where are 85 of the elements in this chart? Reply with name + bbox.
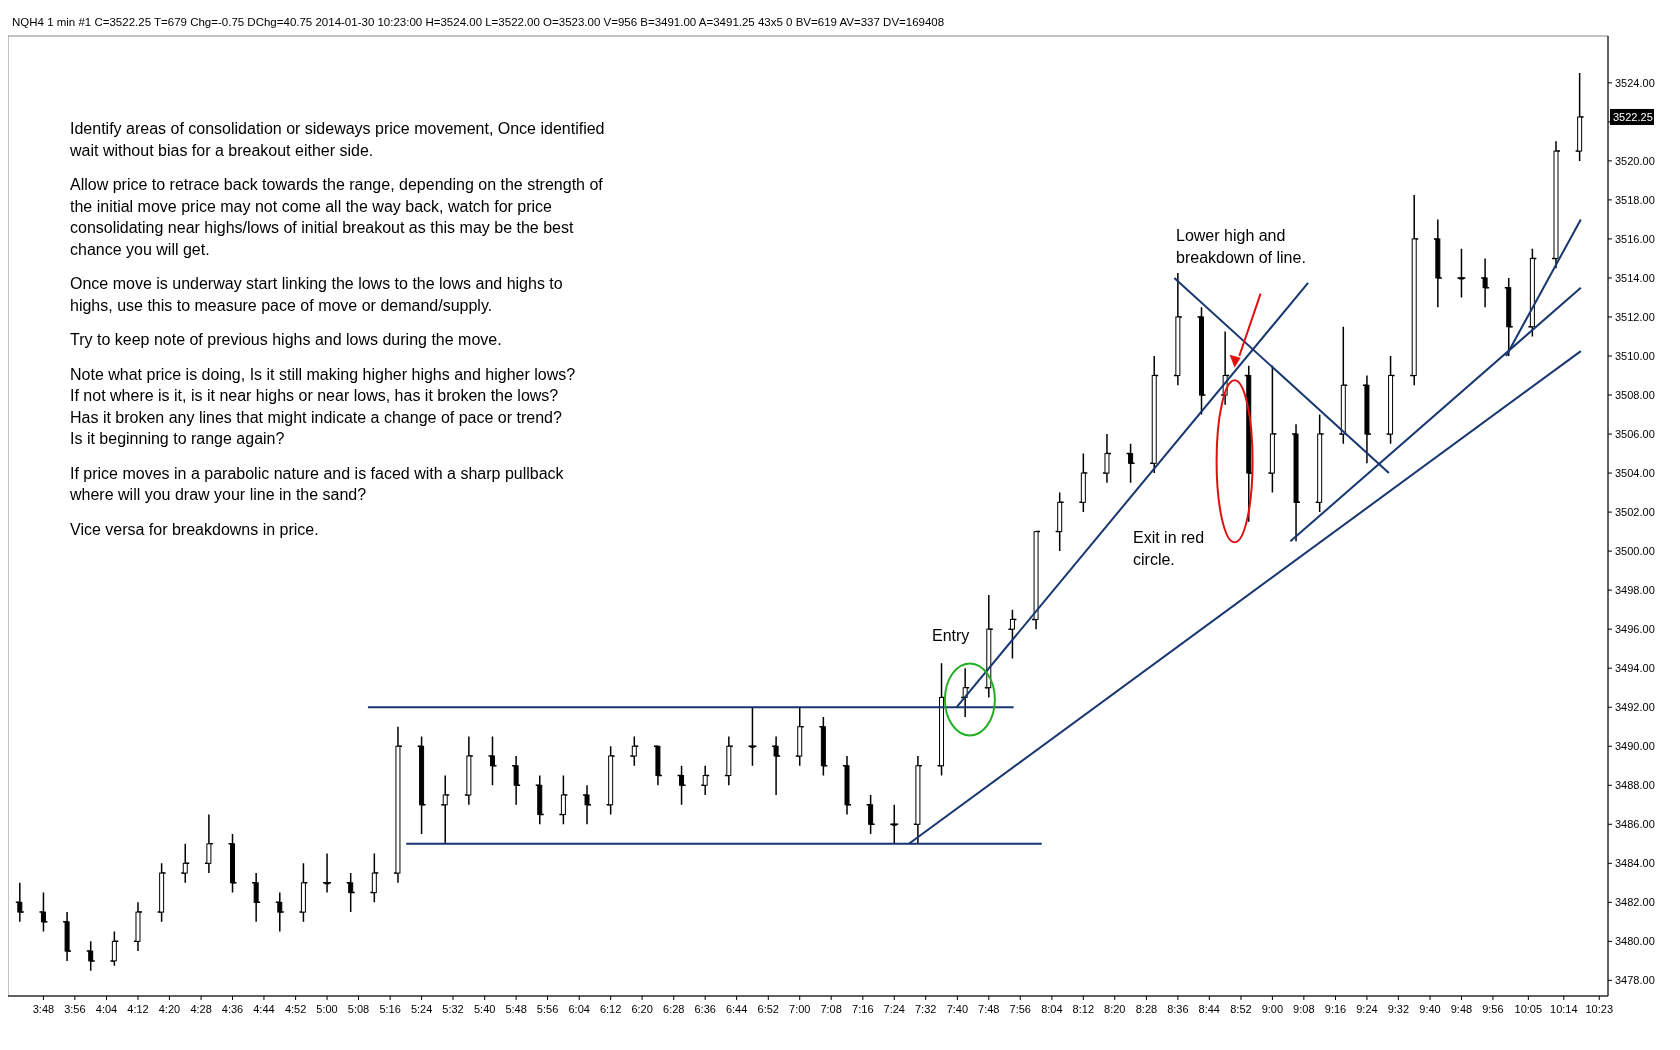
x-tick-label: 6:52 bbox=[757, 1003, 780, 1015]
x-tick-label: 5:48 bbox=[505, 1003, 527, 1015]
y-tick-label: 3500.00 bbox=[1615, 545, 1655, 558]
y-tick-label: 3520.00 bbox=[1615, 154, 1655, 167]
x-tick-label: 7:08 bbox=[820, 1003, 842, 1015]
x-tick-label: 4:28 bbox=[190, 1003, 212, 1015]
x-tick-label: 9:24 bbox=[1356, 1003, 1378, 1015]
y-tick-label: 3484.00 bbox=[1615, 857, 1655, 870]
x-tick-label: 9:32 bbox=[1387, 1003, 1410, 1015]
x-tick-label: 4:20 bbox=[158, 1003, 181, 1015]
x-tick-label: 3:48 bbox=[32, 1003, 55, 1015]
y-tick-label: 3514.00 bbox=[1615, 271, 1655, 284]
x-tick-label: 5:32 bbox=[442, 1003, 464, 1015]
annotation: Allow price to retrace back towards the range, depending on the strength of the initial move price may not come all the way back, watch for price consolidating near highs/lows of initial breakout as this may be the best chance you will get. bbox=[70, 176, 604, 258]
x-tick-label: 7:24 bbox=[883, 1003, 905, 1015]
annotation: Exit in red circle. bbox=[1133, 529, 1205, 568]
x-tick-label: 8:12 bbox=[1072, 1003, 1095, 1015]
x-tick-label: 9:40 bbox=[1419, 1003, 1441, 1015]
y-tick-label: 3510.00 bbox=[1615, 350, 1655, 362]
annotation: Vice versa for breakdowns in price. bbox=[70, 520, 319, 538]
x-tick-label: 6:12 bbox=[599, 1003, 622, 1015]
x-tick-label: 9:16 bbox=[1324, 1003, 1347, 1015]
y-tick-label: 3498.00 bbox=[1615, 584, 1655, 597]
y-tick-label: 3516.00 bbox=[1615, 232, 1655, 245]
y-tick-label: 3494.00 bbox=[1615, 662, 1655, 675]
x-tick-label: 5:16 bbox=[379, 1003, 401, 1015]
x-tick-label: 6:28 bbox=[663, 1003, 685, 1015]
x-tick-label: 6:20 bbox=[631, 1003, 653, 1015]
x-tick-label: 8:36 bbox=[1167, 1003, 1189, 1015]
x-tick-label: 9:00 bbox=[1261, 1003, 1284, 1015]
y-tick-label: 3508.00 bbox=[1615, 389, 1655, 402]
x-tick-label: 5:24 bbox=[410, 1003, 433, 1015]
x-tick-label: 5:40 bbox=[473, 1003, 496, 1015]
x-tick-label: 4:44 bbox=[253, 1003, 275, 1015]
x-tick-label: 5:00 bbox=[316, 1003, 338, 1015]
x-tick-label: 5:56 bbox=[536, 1003, 559, 1015]
annotation: Once move is underway start linking the lows to the lows and highs to highs, use this to measure pace of move or demand/supply. bbox=[70, 275, 563, 314]
x-tick-label: 7:00 bbox=[789, 1003, 811, 1015]
x-tick-label: 8:44 bbox=[1198, 1003, 1221, 1015]
x-tick-label: 4:04 bbox=[95, 1003, 118, 1015]
y-tick-label: 3482.00 bbox=[1615, 896, 1655, 909]
y-tick-label: 3496.00 bbox=[1615, 623, 1655, 636]
y-tick-label: 3478.00 bbox=[1615, 974, 1655, 987]
chart-subtitle: NQH4 1 min #1 C=3522.25 T=679 Chg=-0.75 DChg=40.75 2014-01-30 10:23:00 H=3524.00 L=3522.00 O=3523.00 V=956 B=3491.00 A=3491.25 43x5 0 BV=619 AV=337 DV=169408 bbox=[12, 16, 945, 28]
annotation: If price moves in a parabolic nature and is faced with a sharp pullback where will you draw your line in the sand? bbox=[69, 464, 565, 503]
y-tick-label: 3490.00 bbox=[1615, 740, 1655, 753]
x-tick-label: 8:04 bbox=[1041, 1003, 1063, 1015]
y-tick-label: 3506.00 bbox=[1615, 428, 1655, 441]
x-tick-label: 9:56 bbox=[1482, 1003, 1504, 1015]
x-tick-label: 4:36 bbox=[221, 1003, 244, 1015]
y-tick-label: 3480.00 bbox=[1615, 935, 1655, 948]
annotation: Note what price is doing, Is it still making higher highs and higher lows? If not where is it, is it near highs or near lows, has it broken the lows? Has it broken any lines that might indicate a change of pace or trend? Is it beginning to range again? bbox=[70, 365, 576, 447]
x-tick-label: 7:56 bbox=[1009, 1003, 1031, 1015]
y-tick-label: 3492.00 bbox=[1615, 701, 1655, 714]
x-tick-label: 8:20 bbox=[1104, 1003, 1126, 1015]
x-tick-label: 5:08 bbox=[347, 1003, 370, 1015]
x-tick-label: 6:04 bbox=[568, 1003, 590, 1015]
x-tick-label: 10:14 bbox=[1550, 1003, 1578, 1015]
x-tick-label: 7:40 bbox=[946, 1003, 969, 1015]
annotation: Entry bbox=[932, 627, 970, 644]
y-tick-label: 3488.00 bbox=[1615, 779, 1655, 792]
x-tick-label: 4:12 bbox=[127, 1003, 149, 1015]
y-tick-label: 3486.00 bbox=[1615, 818, 1655, 831]
annotation: 3522.25 bbox=[1613, 110, 1653, 123]
x-tick-label: 10:05 bbox=[1514, 1003, 1543, 1015]
x-tick-label: 10:23 bbox=[1585, 1003, 1614, 1015]
x-tick-label: 7:48 bbox=[978, 1003, 1000, 1015]
y-tick-label: 3502.00 bbox=[1615, 506, 1655, 519]
x-tick-label: 8:52 bbox=[1230, 1003, 1252, 1015]
x-tick-label: 7:16 bbox=[852, 1003, 874, 1015]
annotation: Lower high and breakdown of line. bbox=[1176, 227, 1306, 266]
x-tick-label: 6:44 bbox=[725, 1003, 748, 1015]
y-tick-label: 3504.00 bbox=[1615, 467, 1655, 480]
x-tick-label: 4:52 bbox=[284, 1003, 307, 1015]
annotation: Identify areas of consolidation or sideways price movement, Once identified wait without bias for a breakout either side. bbox=[69, 120, 605, 159]
annotation: Try to keep note of previous highs and lows during the move. bbox=[70, 331, 502, 348]
y-tick-label: 3512.00 bbox=[1615, 310, 1655, 323]
x-tick-label: 8:28 bbox=[1135, 1003, 1158, 1015]
y-tick-label: 3518.00 bbox=[1615, 193, 1655, 206]
x-tick-label: 9:08 bbox=[1293, 1003, 1315, 1015]
x-tick-label: 7:32 bbox=[914, 1003, 937, 1015]
x-tick-label: 9:48 bbox=[1450, 1003, 1473, 1015]
x-tick-label: 3:56 bbox=[64, 1003, 86, 1015]
y-tick-label: 3524.00 bbox=[1615, 76, 1655, 89]
x-tick-label: 6:36 bbox=[694, 1003, 716, 1015]
